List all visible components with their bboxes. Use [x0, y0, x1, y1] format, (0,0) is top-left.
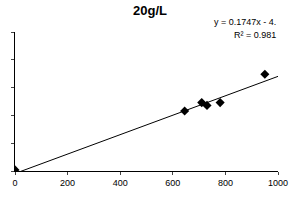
svg-text:20g/L: 20g/L: [133, 3, 167, 18]
svg-text:800: 800: [218, 178, 233, 188]
svg-text:y = 0.1747x - 4.: y = 0.1747x - 4.: [214, 17, 276, 27]
svg-text:R² = 0.981: R² = 0.981: [234, 30, 276, 40]
svg-text:200: 200: [60, 178, 75, 188]
svg-text:600: 600: [165, 178, 180, 188]
svg-text:0: 0: [12, 178, 17, 188]
svg-text:1000: 1000: [268, 178, 288, 188]
svg-text:400: 400: [113, 178, 128, 188]
